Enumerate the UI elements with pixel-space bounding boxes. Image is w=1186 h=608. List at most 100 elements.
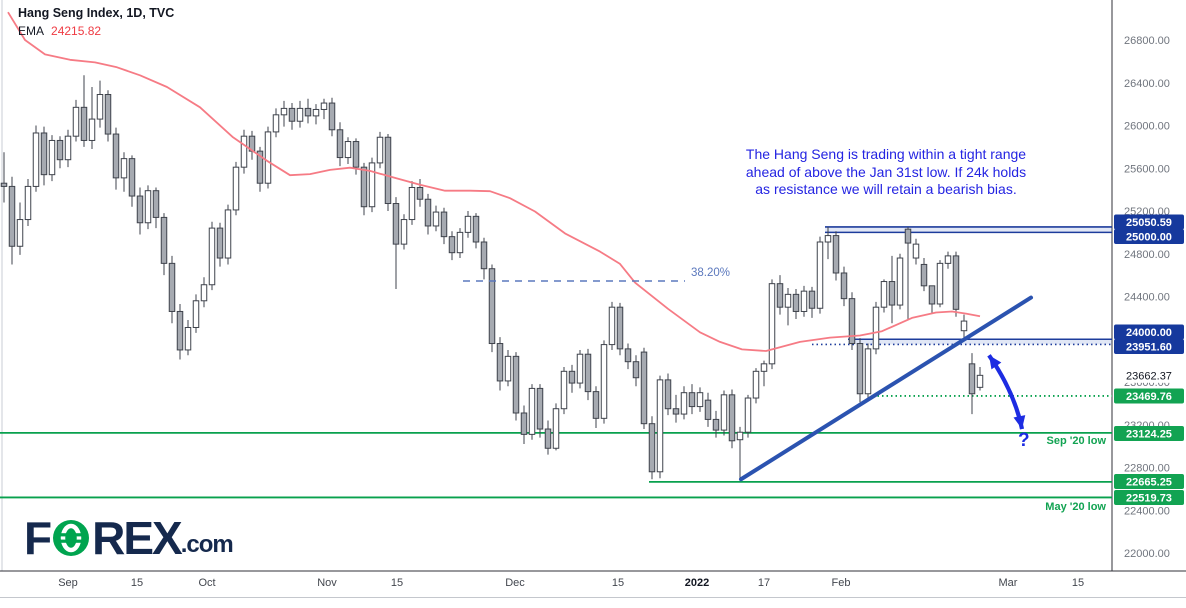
candle (88, 87, 96, 150)
candle-body-up (824, 235, 832, 243)
time-axis-label: Oct (198, 577, 215, 589)
candle (856, 338, 864, 403)
candle (720, 390, 728, 436)
price-axis[interactable]: 22000.0022400.0022800.0023200.0023600.00… (1114, 35, 1184, 560)
candle (480, 237, 488, 280)
candle (552, 403, 560, 451)
candle-body-up (208, 227, 216, 286)
fib-retracement-label[interactable]: 38.20% (691, 267, 731, 279)
candle-body-up (736, 431, 744, 441)
price-tick-label: 26400.00 (1124, 78, 1170, 90)
candle (272, 108, 280, 138)
logo-tld: .com (180, 531, 234, 558)
candle-body-down (888, 281, 896, 306)
candle (952, 251, 960, 317)
symbol-title[interactable]: Hang Seng Index, 1D, TVC (18, 6, 175, 20)
question-mark-label[interactable]: ? (1018, 430, 1030, 451)
candle-body-down (392, 203, 400, 245)
candle (376, 131, 384, 169)
candle (528, 384, 536, 440)
candle-body-up (760, 363, 768, 372)
candle (0, 152, 8, 203)
price-badge-bg (1114, 426, 1184, 441)
candle-body-up (872, 306, 880, 350)
time-axis-label: 15 (131, 577, 143, 589)
price-badge: 23951.60 (1126, 342, 1172, 354)
candle (128, 155, 136, 207)
time-axis-label: Mar (999, 577, 1018, 589)
ema-indicator-row[interactable]: EMA 24215.82 (18, 24, 101, 38)
candle-body-down (928, 285, 936, 305)
candle (184, 320, 192, 356)
may-20-low-label[interactable]: May '20 low (1045, 501, 1106, 513)
candle (104, 90, 112, 142)
candle-body-up (768, 283, 776, 365)
level-lines-group[interactable] (0, 226, 1112, 499)
candle (384, 134, 392, 211)
candle (768, 279, 776, 370)
price-badge: 24000.00 (1126, 327, 1172, 339)
candle-body-up (192, 300, 200, 328)
candle-body-up (240, 135, 248, 168)
candle (664, 373, 672, 416)
candle-body-down (728, 394, 736, 442)
candle (80, 75, 88, 147)
price-tick-label: 24400.00 (1124, 292, 1170, 304)
analyst-note-text[interactable]: The Hang Seng is trading within a tight … (700, 146, 1072, 199)
candle-body-down (712, 418, 720, 431)
candle-body-up (880, 281, 888, 308)
candle (592, 386, 600, 428)
candle-body-down (592, 391, 600, 419)
price-tick-label: 22800.00 (1124, 463, 1170, 475)
current-price-label: 23662.37 (1126, 370, 1172, 382)
candle (368, 157, 376, 213)
candle (744, 394, 752, 438)
candle-body-up (184, 326, 192, 351)
price-badge-bg (1114, 490, 1184, 505)
time-axis-label: 17 (758, 577, 770, 589)
candle-body-down (416, 186, 424, 200)
candle (248, 130, 256, 160)
candle-body-up (600, 344, 608, 419)
candle-body-up (576, 353, 584, 384)
candle-body-up (800, 290, 808, 312)
candle-body-down (832, 235, 840, 274)
candle-body-up (16, 219, 24, 247)
candle-body-down (480, 241, 488, 270)
candle-body-up (552, 408, 560, 449)
sep-20-low-label[interactable]: Sep '20 low (1046, 435, 1106, 447)
candle-body-down (848, 298, 856, 345)
candle-body-down (112, 133, 120, 179)
candle-body-up (376, 136, 384, 164)
candle-body-up (224, 209, 232, 259)
candle (560, 367, 568, 415)
ema-line[interactable] (7, 11, 981, 352)
candle-body-down (472, 215, 480, 243)
candle-body-down (440, 211, 448, 238)
candle (712, 410, 720, 438)
candle-body-up (656, 379, 664, 473)
candle-body-up (864, 348, 872, 395)
candle (280, 100, 288, 127)
price-tick-label: 22400.00 (1124, 505, 1170, 517)
candle-body-up (560, 370, 568, 410)
candle (672, 394, 680, 423)
trendline[interactable] (739, 295, 1033, 482)
time-axis[interactable]: Sep 15 Oct Nov 15 Dec 15 2022 17 Feb Mar 15 (58, 577, 1084, 589)
candle-body-down (448, 236, 456, 254)
candle-body-down (616, 306, 624, 350)
ema-indicator-value: 24215.82 (51, 24, 102, 38)
level-band (825, 226, 1112, 233)
drawings-group[interactable] (463, 280, 1033, 482)
arrowhead (989, 355, 1002, 370)
candle (752, 368, 760, 404)
candle-body-up (400, 219, 408, 245)
candle-body-down (664, 379, 672, 410)
candle-body-up (960, 320, 968, 332)
candle (336, 122, 344, 167)
candle-body-down (904, 228, 912, 244)
candle (680, 386, 688, 420)
candle (400, 214, 408, 250)
